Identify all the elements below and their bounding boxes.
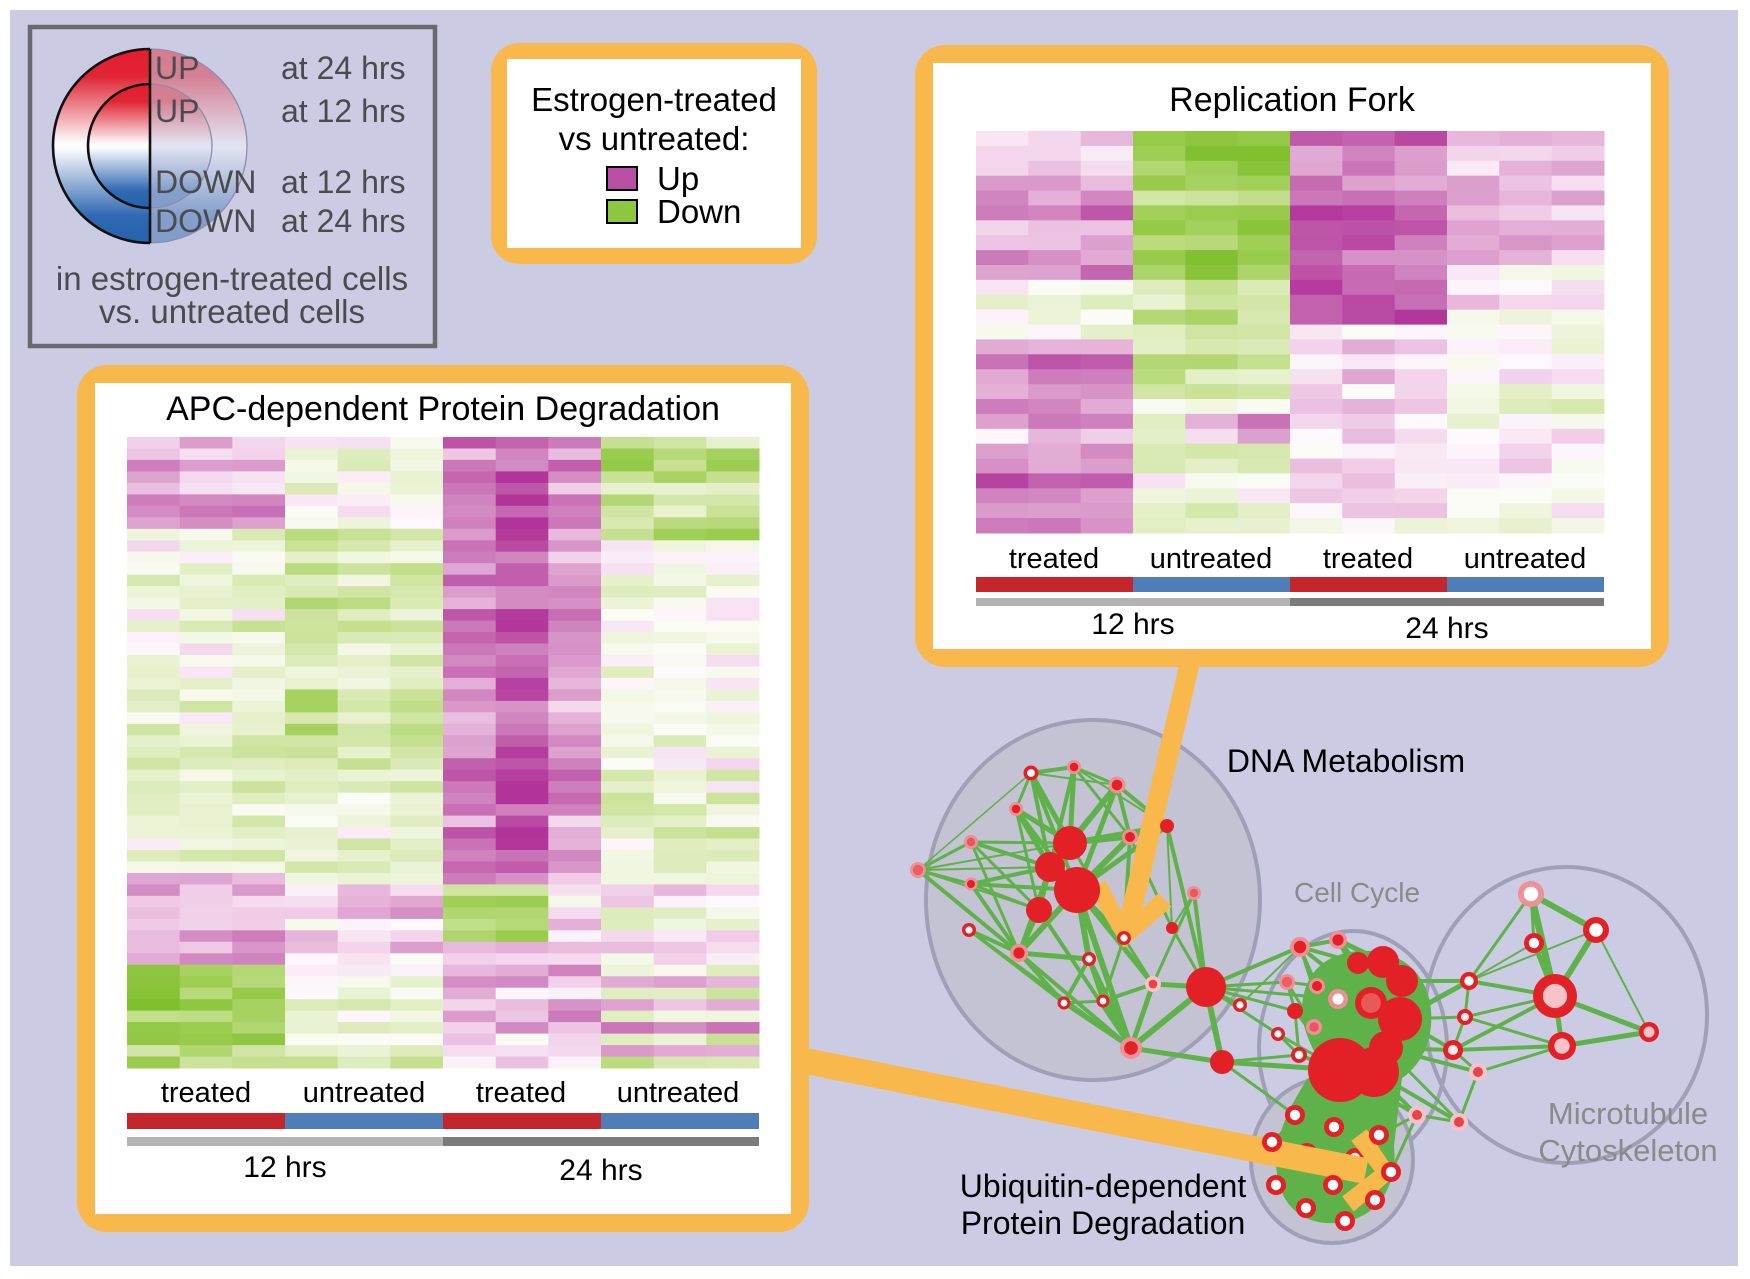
svg-text:untreated: untreated xyxy=(1150,543,1273,575)
svg-text:DNA Metabolism: DNA Metabolism xyxy=(1227,743,1465,779)
svg-text:Ubiquitin-dependent: Ubiquitin-dependent xyxy=(960,1168,1247,1204)
svg-text:DOWN: DOWN xyxy=(155,164,256,200)
svg-text:12 hrs: 12 hrs xyxy=(1091,608,1174,641)
svg-text:Protein Degradation: Protein Degradation xyxy=(961,1205,1246,1241)
svg-text:Replication Fork: Replication Fork xyxy=(1169,81,1416,119)
svg-text:treated: treated xyxy=(1009,543,1099,575)
svg-text:Estrogen-treated: Estrogen-treated xyxy=(531,81,777,118)
svg-text:in estrogen-treated cells: in estrogen-treated cells xyxy=(56,260,408,297)
svg-text:vs. untreated cells: vs. untreated cells xyxy=(99,293,365,330)
svg-text:Up: Up xyxy=(657,160,699,197)
svg-text:vs untreated:: vs untreated: xyxy=(559,120,750,157)
svg-text:UP: UP xyxy=(155,93,199,129)
svg-text:at 12 hrs: at 12 hrs xyxy=(281,164,406,200)
svg-text:DOWN: DOWN xyxy=(155,203,256,239)
svg-text:untreated: untreated xyxy=(617,1077,740,1109)
svg-text:UP: UP xyxy=(155,50,199,86)
svg-text:untreated: untreated xyxy=(1464,543,1587,575)
svg-text:Cytoskeleton: Cytoskeleton xyxy=(1538,1133,1717,1168)
svg-text:24 hrs: 24 hrs xyxy=(559,1154,642,1187)
svg-text:treated: treated xyxy=(161,1077,251,1109)
svg-text:at 24 hrs: at 24 hrs xyxy=(281,50,406,86)
svg-text:treated: treated xyxy=(476,1077,566,1109)
svg-text:Cell Cycle: Cell Cycle xyxy=(1294,877,1420,908)
svg-text:treated: treated xyxy=(1323,543,1413,575)
svg-text:Microtubule: Microtubule xyxy=(1548,1096,1708,1131)
svg-text:Down: Down xyxy=(657,193,741,230)
svg-text:at 24 hrs: at 24 hrs xyxy=(281,203,406,239)
svg-text:untreated: untreated xyxy=(303,1077,426,1109)
svg-text:12 hrs: 12 hrs xyxy=(243,1151,326,1184)
svg-text:at 12 hrs: at 12 hrs xyxy=(281,93,406,129)
svg-text:APC-dependent Protein Degradat: APC-dependent Protein Degradation xyxy=(166,390,720,428)
svg-text:24 hrs: 24 hrs xyxy=(1405,612,1488,645)
